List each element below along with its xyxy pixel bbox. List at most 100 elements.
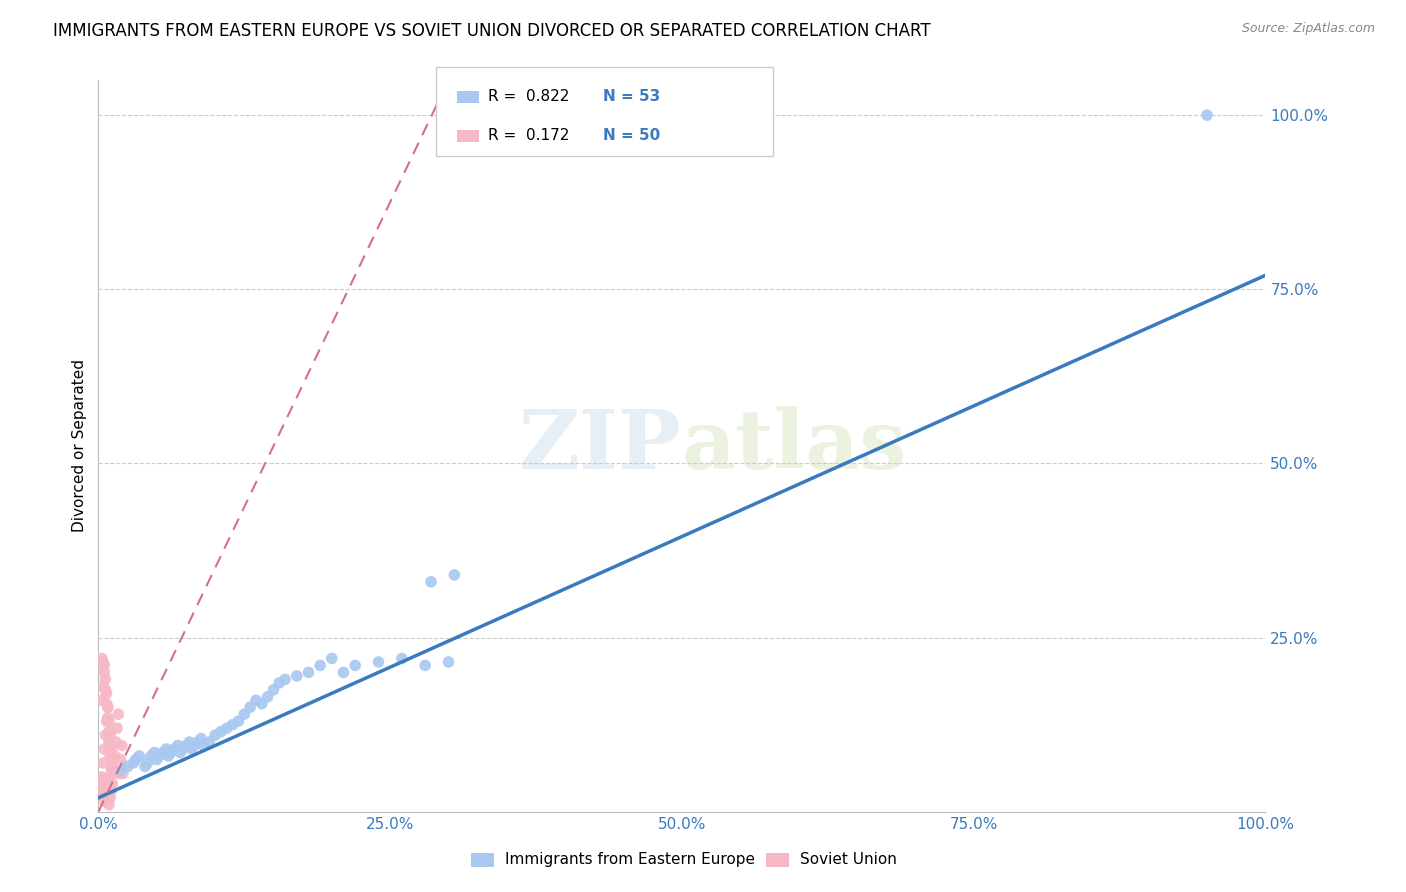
Point — [98, 728, 121, 742]
Point — [98, 749, 121, 764]
Point — [97, 797, 120, 812]
Point — [103, 763, 125, 777]
Point — [1195, 108, 1218, 122]
Point — [180, 742, 202, 756]
Point — [94, 728, 117, 742]
Point — [100, 763, 122, 777]
Point — [90, 787, 112, 801]
Point — [344, 658, 367, 673]
Point — [285, 669, 308, 683]
Point — [183, 739, 205, 753]
Point — [97, 735, 120, 749]
Point — [98, 739, 121, 753]
Point — [104, 735, 127, 749]
Point — [111, 739, 134, 753]
Point — [190, 731, 212, 746]
Point — [96, 697, 118, 711]
Point — [443, 567, 465, 582]
Point — [94, 673, 117, 687]
Point — [148, 749, 170, 764]
Point — [163, 742, 186, 756]
Point — [233, 707, 256, 722]
Point — [110, 752, 132, 766]
Point — [122, 756, 145, 770]
Point — [91, 756, 114, 770]
Point — [159, 746, 181, 760]
Point — [101, 777, 124, 791]
Point — [93, 742, 115, 756]
Point — [367, 655, 389, 669]
Point — [97, 700, 120, 714]
Point — [198, 735, 221, 749]
Text: N = 53: N = 53 — [603, 89, 661, 103]
Text: Soviet Union: Soviet Union — [800, 853, 897, 867]
Point — [274, 673, 297, 687]
Point — [157, 749, 180, 764]
Point — [100, 784, 122, 798]
Point — [117, 759, 139, 773]
Point — [93, 794, 115, 808]
Text: IMMIGRANTS FROM EASTERN EUROPE VS SOVIET UNION DIVORCED OR SEPARATED CORRELATION: IMMIGRANTS FROM EASTERN EUROPE VS SOVIET… — [53, 22, 931, 40]
Text: R =  0.172: R = 0.172 — [488, 128, 569, 143]
Point — [262, 682, 284, 697]
Point — [97, 773, 120, 788]
Point — [100, 742, 122, 756]
Point — [297, 665, 319, 680]
Point — [193, 739, 215, 753]
Point — [111, 766, 134, 780]
Point — [104, 749, 127, 764]
Point — [96, 780, 118, 795]
Point — [108, 766, 131, 780]
Point — [134, 759, 156, 773]
Point — [209, 724, 232, 739]
Point — [155, 742, 177, 756]
Point — [100, 752, 122, 766]
Point — [420, 574, 443, 589]
Point — [90, 780, 112, 795]
Point — [143, 746, 166, 760]
Point — [169, 746, 191, 760]
Point — [269, 676, 291, 690]
Point — [391, 651, 413, 665]
Point — [146, 752, 169, 766]
Point — [94, 682, 117, 697]
Point — [98, 790, 121, 805]
Point — [101, 766, 124, 780]
Point — [94, 787, 117, 801]
Point — [125, 752, 148, 766]
Point — [172, 742, 194, 756]
Point — [139, 749, 162, 764]
Point — [101, 756, 124, 770]
Point — [309, 658, 332, 673]
Point — [321, 651, 343, 665]
Point — [91, 773, 114, 788]
Text: ZIP: ZIP — [519, 406, 682, 486]
Point — [256, 690, 278, 704]
Point — [97, 700, 120, 714]
Point — [91, 655, 114, 669]
Text: Immigrants from Eastern Europe: Immigrants from Eastern Europe — [505, 853, 755, 867]
Point — [228, 714, 250, 728]
Point — [245, 693, 267, 707]
Text: Source: ZipAtlas.com: Source: ZipAtlas.com — [1241, 22, 1375, 36]
Point — [174, 739, 197, 753]
Point — [97, 711, 120, 725]
Text: atlas: atlas — [682, 406, 907, 486]
Point — [97, 724, 120, 739]
Point — [90, 770, 112, 784]
Point — [90, 651, 112, 665]
Point — [111, 763, 134, 777]
Point — [128, 749, 150, 764]
Point — [105, 721, 128, 735]
Point — [96, 686, 118, 700]
Point — [97, 714, 120, 728]
Point — [179, 735, 201, 749]
Point — [239, 700, 262, 714]
Point — [332, 665, 354, 680]
Point — [250, 697, 273, 711]
Point — [93, 658, 115, 673]
Point — [221, 717, 243, 731]
Point — [204, 728, 226, 742]
Y-axis label: Divorced or Separated: Divorced or Separated — [72, 359, 87, 533]
Point — [107, 707, 129, 722]
